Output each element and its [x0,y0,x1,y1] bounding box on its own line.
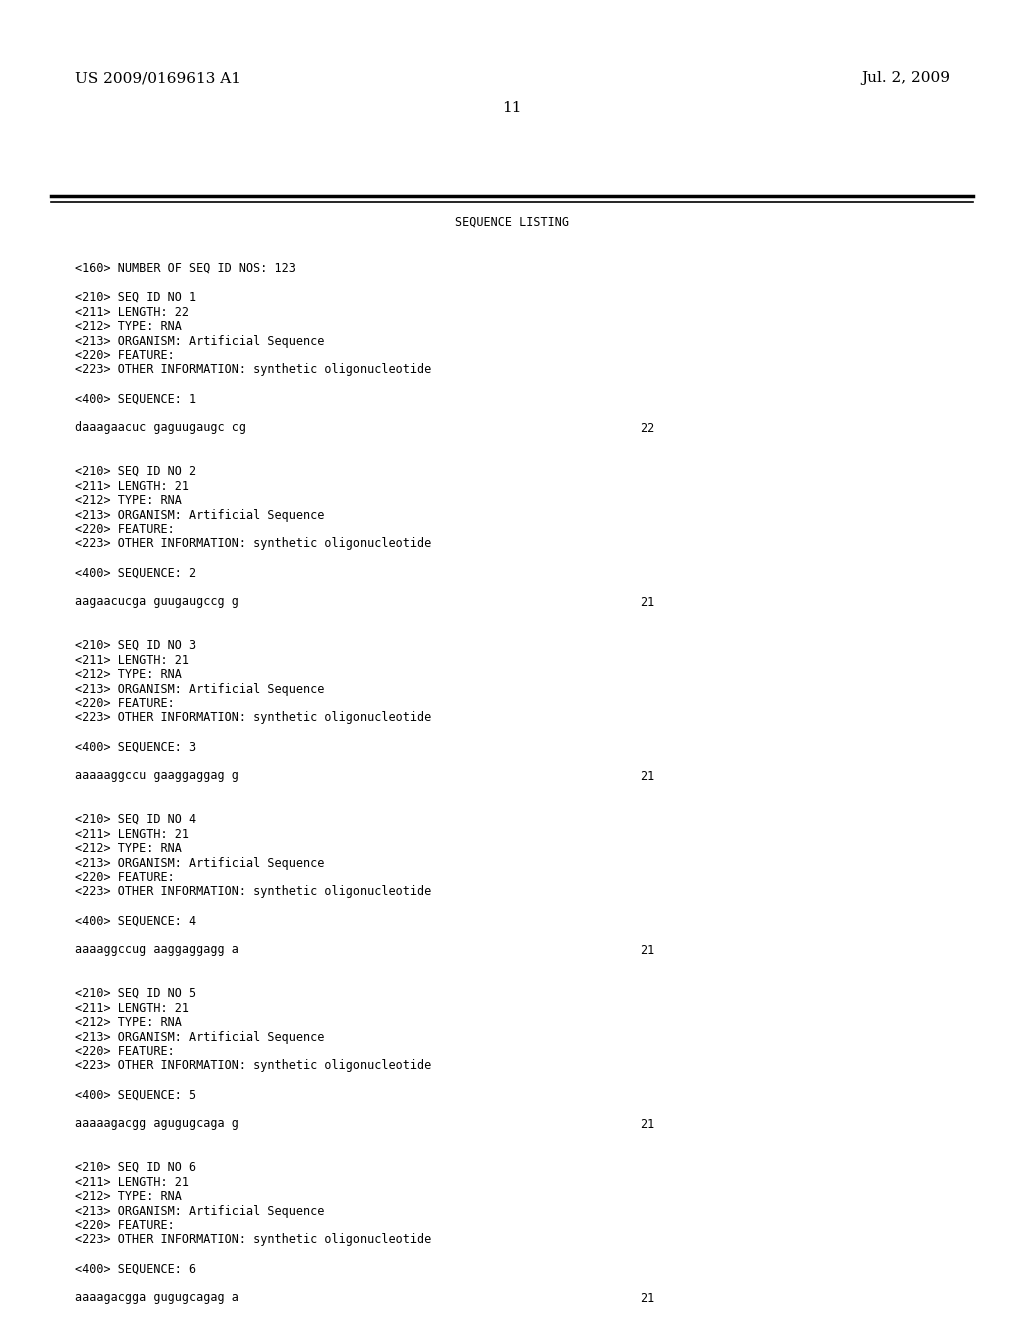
Text: <211> LENGTH: 22: <211> LENGTH: 22 [75,305,189,318]
Text: <211> LENGTH: 21: <211> LENGTH: 21 [75,1176,189,1188]
Text: <400> SEQUENCE: 3: <400> SEQUENCE: 3 [75,741,197,754]
Text: Jul. 2, 2009: Jul. 2, 2009 [861,71,950,84]
Text: aagaacucga guugaugccg g: aagaacucga guugaugccg g [75,595,239,609]
Text: <160> NUMBER OF SEQ ID NOS: 123: <160> NUMBER OF SEQ ID NOS: 123 [75,261,296,275]
Text: 22: 22 [640,421,654,434]
Text: <210> SEQ ID NO 2: <210> SEQ ID NO 2 [75,465,197,478]
Text: <213> ORGANISM: Artificial Sequence: <213> ORGANISM: Artificial Sequence [75,1031,325,1044]
Text: daaagaacuc gaguugaugc cg: daaagaacuc gaguugaugc cg [75,421,246,434]
Text: <220> FEATURE:: <220> FEATURE: [75,871,175,884]
Text: <213> ORGANISM: Artificial Sequence: <213> ORGANISM: Artificial Sequence [75,334,325,347]
Text: <210> SEQ ID NO 1: <210> SEQ ID NO 1 [75,290,197,304]
Text: <210> SEQ ID NO 6: <210> SEQ ID NO 6 [75,1162,197,1173]
Text: 21: 21 [640,770,654,783]
Text: <223> OTHER INFORMATION: synthetic oligonucleotide: <223> OTHER INFORMATION: synthetic oligo… [75,1233,431,1246]
Text: aaaaggccug aaggaggagg a: aaaaggccug aaggaggagg a [75,944,239,957]
Text: 11: 11 [502,102,522,115]
Text: <223> OTHER INFORMATION: synthetic oligonucleotide: <223> OTHER INFORMATION: synthetic oligo… [75,711,431,725]
Text: <212> TYPE: RNA: <212> TYPE: RNA [75,319,182,333]
Text: <400> SEQUENCE: 5: <400> SEQUENCE: 5 [75,1089,197,1101]
Text: 21: 21 [640,595,654,609]
Text: <223> OTHER INFORMATION: synthetic oligonucleotide: <223> OTHER INFORMATION: synthetic oligo… [75,886,431,899]
Text: SEQUENCE LISTING: SEQUENCE LISTING [455,215,569,228]
Text: <212> TYPE: RNA: <212> TYPE: RNA [75,842,182,855]
Text: <223> OTHER INFORMATION: synthetic oligonucleotide: <223> OTHER INFORMATION: synthetic oligo… [75,1060,431,1072]
Text: aaaaagacgg agugugcaga g: aaaaagacgg agugugcaga g [75,1118,239,1130]
Text: 21: 21 [640,1291,654,1304]
Text: <220> FEATURE:: <220> FEATURE: [75,697,175,710]
Text: aaaagacgga gugugcagag a: aaaagacgga gugugcagag a [75,1291,239,1304]
Text: 21: 21 [640,1118,654,1130]
Text: <213> ORGANISM: Artificial Sequence: <213> ORGANISM: Artificial Sequence [75,682,325,696]
Text: <210> SEQ ID NO 4: <210> SEQ ID NO 4 [75,813,197,826]
Text: <223> OTHER INFORMATION: synthetic oligonucleotide: <223> OTHER INFORMATION: synthetic oligo… [75,363,431,376]
Text: US 2009/0169613 A1: US 2009/0169613 A1 [75,71,241,84]
Text: <211> LENGTH: 21: <211> LENGTH: 21 [75,653,189,667]
Text: <212> TYPE: RNA: <212> TYPE: RNA [75,494,182,507]
Text: <212> TYPE: RNA: <212> TYPE: RNA [75,668,182,681]
Text: <220> FEATURE:: <220> FEATURE: [75,1218,175,1232]
Text: <211> LENGTH: 21: <211> LENGTH: 21 [75,828,189,841]
Text: <213> ORGANISM: Artificial Sequence: <213> ORGANISM: Artificial Sequence [75,1204,325,1217]
Text: <400> SEQUENCE: 4: <400> SEQUENCE: 4 [75,915,197,928]
Text: <210> SEQ ID NO 3: <210> SEQ ID NO 3 [75,639,197,652]
Text: <400> SEQUENCE: 1: <400> SEQUENCE: 1 [75,392,197,405]
Text: <213> ORGANISM: Artificial Sequence: <213> ORGANISM: Artificial Sequence [75,508,325,521]
Text: <220> FEATURE:: <220> FEATURE: [75,1045,175,1059]
Text: <400> SEQUENCE: 2: <400> SEQUENCE: 2 [75,566,197,579]
Text: aaaaaggccu gaaggaggag g: aaaaaggccu gaaggaggag g [75,770,239,783]
Text: <211> LENGTH: 21: <211> LENGTH: 21 [75,479,189,492]
Text: 21: 21 [640,944,654,957]
Text: <212> TYPE: RNA: <212> TYPE: RNA [75,1016,182,1030]
Text: <211> LENGTH: 21: <211> LENGTH: 21 [75,1002,189,1015]
Text: <220> FEATURE:: <220> FEATURE: [75,348,175,362]
Text: <223> OTHER INFORMATION: synthetic oligonucleotide: <223> OTHER INFORMATION: synthetic oligo… [75,537,431,550]
Text: <212> TYPE: RNA: <212> TYPE: RNA [75,1191,182,1203]
Text: <213> ORGANISM: Artificial Sequence: <213> ORGANISM: Artificial Sequence [75,857,325,870]
Text: <400> SEQUENCE: 6: <400> SEQUENCE: 6 [75,1262,197,1275]
Text: <210> SEQ ID NO 5: <210> SEQ ID NO 5 [75,987,197,1001]
Text: <220> FEATURE:: <220> FEATURE: [75,523,175,536]
